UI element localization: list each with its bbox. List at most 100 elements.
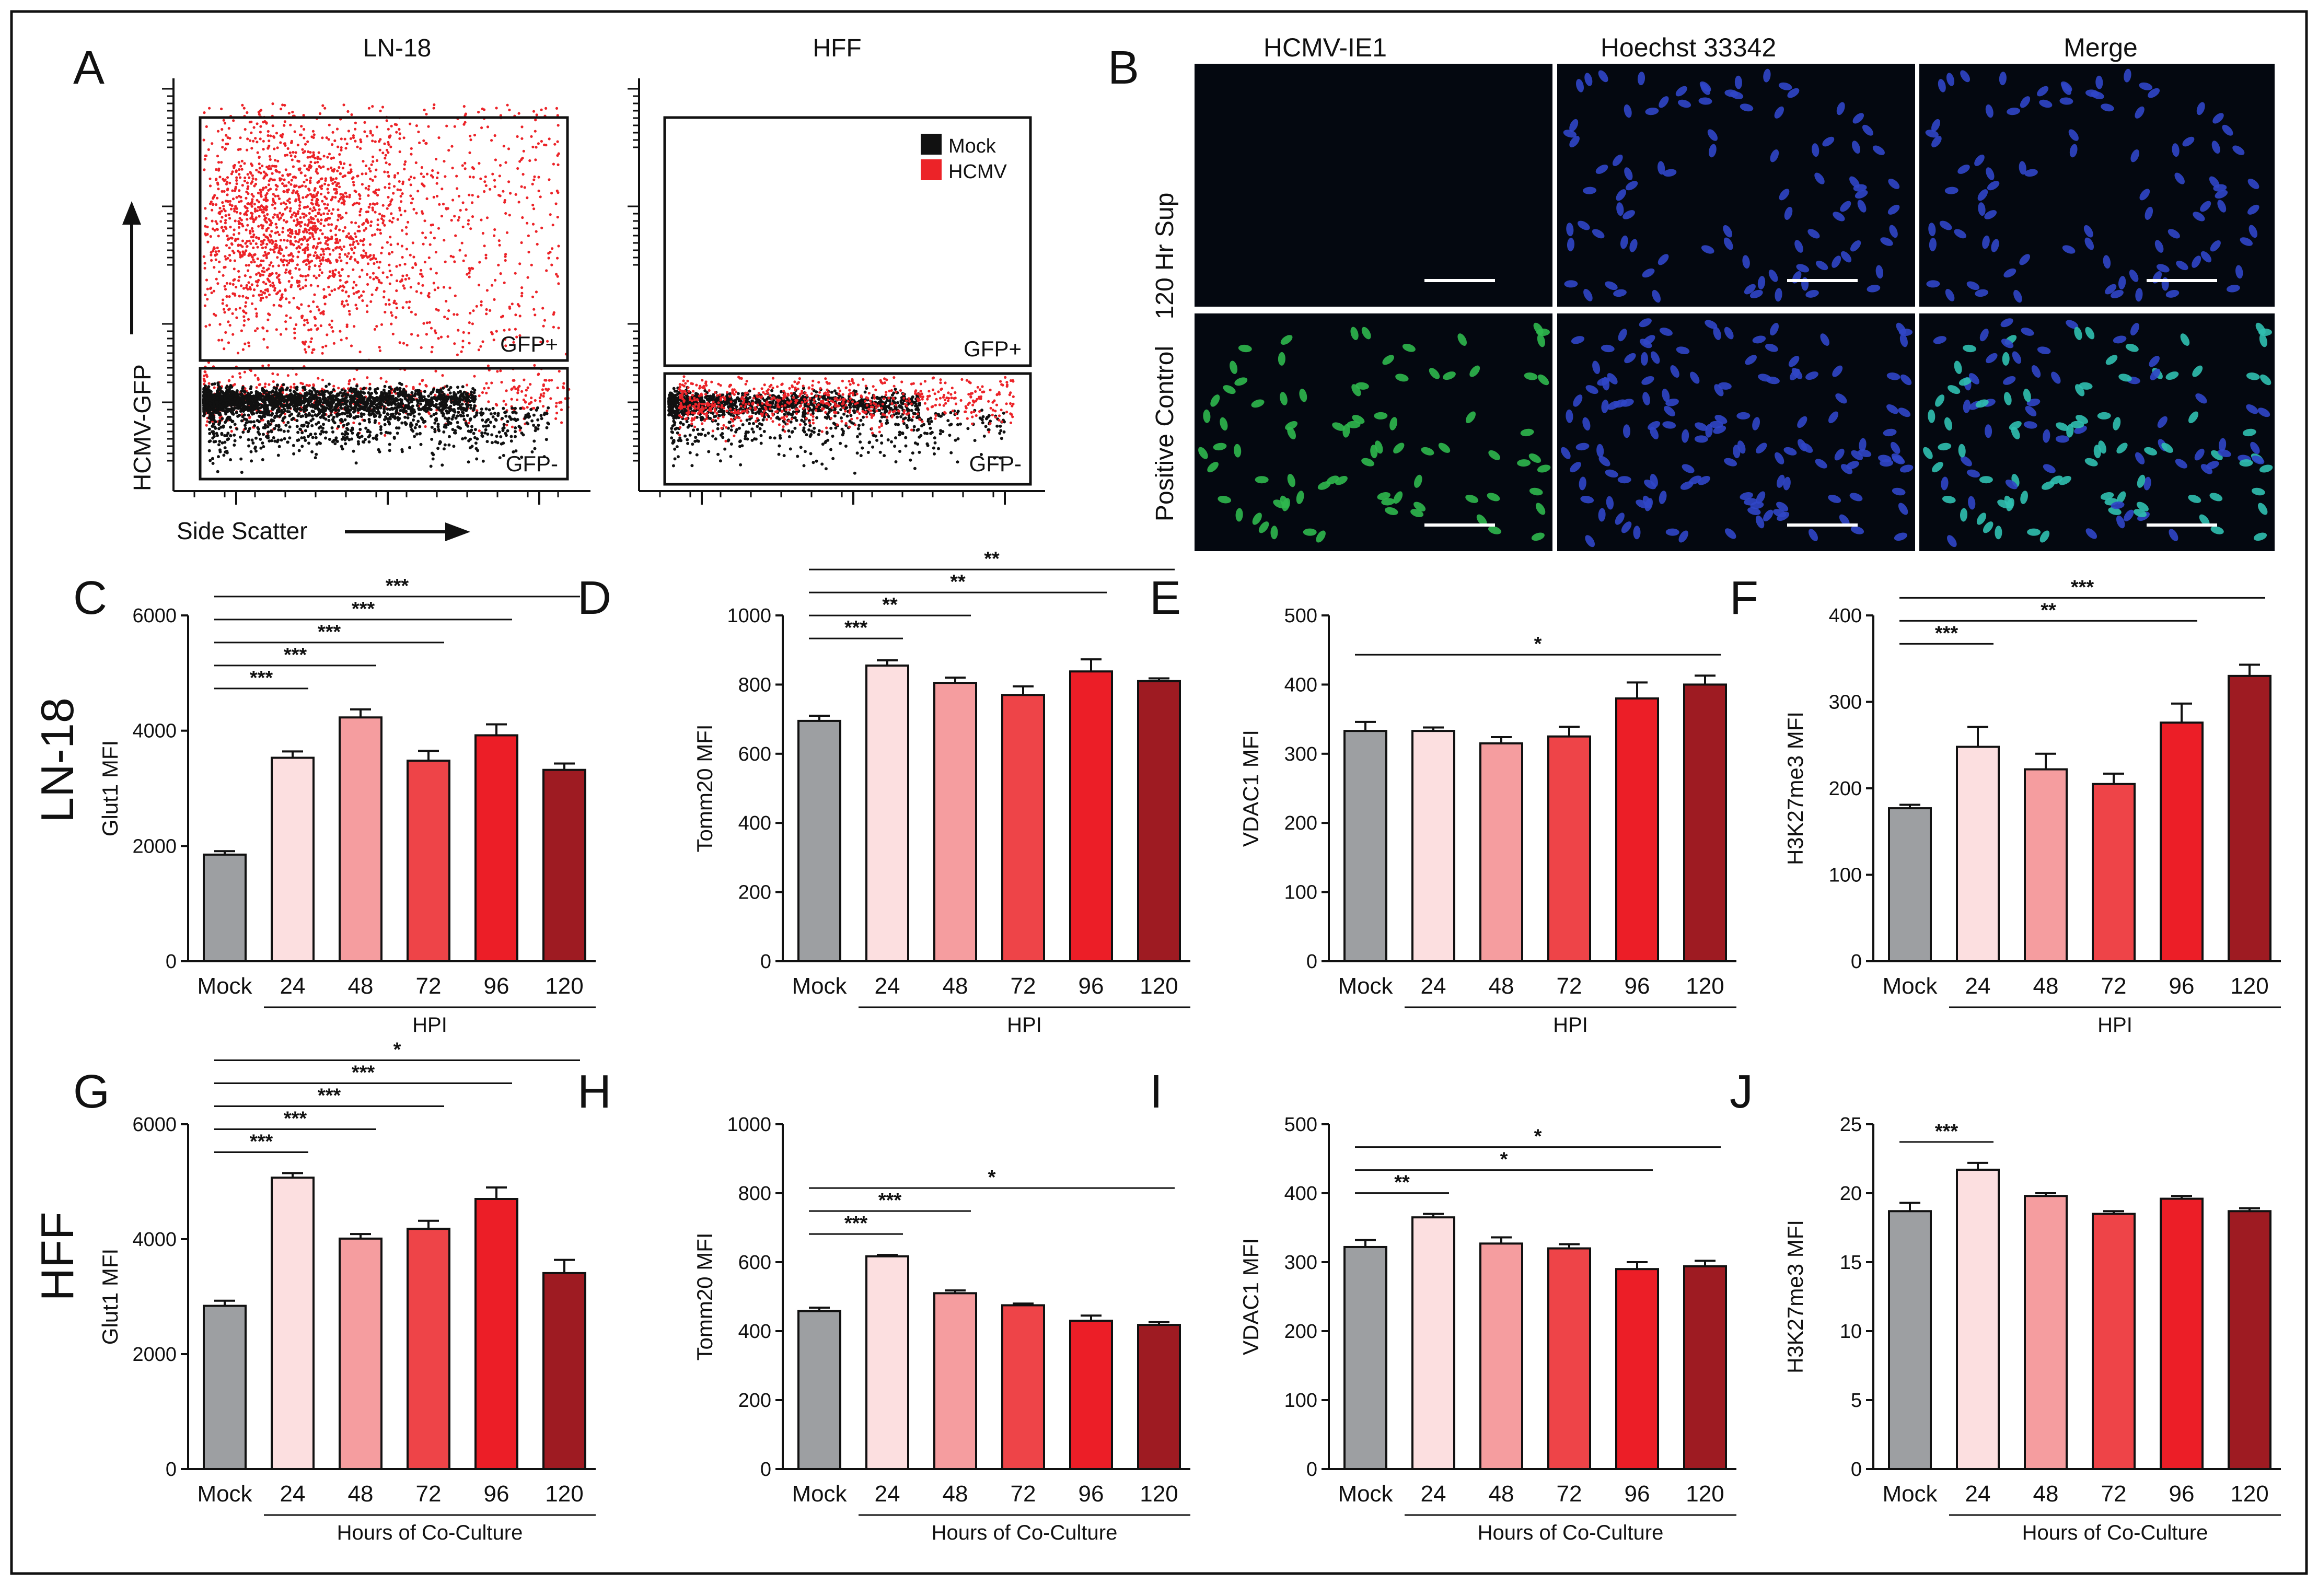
flow-event-dot: [349, 171, 352, 174]
flow-event-dot: [400, 448, 404, 451]
flow-event-dot: [312, 237, 316, 241]
flow-event-dot: [282, 263, 285, 266]
flow-event-dot: [362, 243, 365, 247]
flow-event-dot: [310, 202, 313, 205]
flow-event-dot: [498, 456, 502, 460]
flow-event-dot: [553, 143, 557, 146]
flow-event-dot: [378, 148, 381, 152]
flow-event-dot: [259, 193, 262, 196]
flow-event-dot: [258, 113, 261, 116]
flow-event-dot: [240, 284, 243, 287]
flow-event-dot: [411, 266, 414, 269]
flow-event-dot: [226, 189, 229, 192]
flow-event-dot: [277, 273, 281, 276]
flow-event-dot: [208, 323, 211, 327]
flow-event-dot: [333, 139, 337, 142]
flow-event-dot: [479, 177, 482, 180]
flow-event-dot: [317, 426, 321, 430]
flow-event-dot: [303, 319, 306, 322]
flow-event-dot: [367, 417, 371, 421]
flow-event-dot: [303, 404, 307, 408]
flow-event-dot: [287, 112, 291, 115]
flow-event-dot: [409, 176, 413, 179]
flow-event-dot: [258, 294, 261, 297]
flow-event-dot: [292, 165, 295, 168]
flow-event-dot: [383, 170, 386, 173]
flow-event-dot: [456, 386, 459, 389]
flow-event-dot: [327, 391, 331, 395]
flow-event-dot: [310, 414, 314, 418]
flow-event-dot: [479, 345, 482, 348]
flow-event-dot: [338, 253, 342, 256]
flow-event-dot: [408, 446, 411, 449]
flow-event-dot: [305, 178, 308, 181]
flow-event-dot: [316, 160, 319, 164]
flow-event-dot: [236, 352, 240, 355]
flow-event-dot: [267, 189, 270, 192]
flow-event-dot: [493, 228, 496, 231]
flow-event-dot: [228, 203, 231, 206]
flow-event-dot: [534, 429, 537, 433]
flow-event-dot: [282, 383, 285, 387]
flow-event-dot: [365, 254, 368, 257]
flow-event-dot: [296, 430, 300, 434]
flow-event-dot: [292, 452, 296, 456]
flow-event-dot: [314, 161, 317, 165]
flow-event-dot: [272, 240, 275, 243]
flow-event-dot: [422, 322, 425, 325]
flow-event-dot: [461, 406, 464, 410]
flow-event-dot: [225, 182, 228, 185]
flow-event-dot: [269, 188, 272, 191]
flow-event-dot: [425, 385, 428, 388]
flow-event-dot: [340, 146, 343, 149]
flow-event-dot: [526, 222, 529, 225]
flow-event-dot: [367, 391, 370, 394]
flow-event-dot: [235, 179, 238, 182]
flow-event-dot: [212, 312, 216, 316]
flow-event-dot: [349, 413, 352, 417]
flow-event-dot: [343, 226, 347, 229]
flow-event-dot: [385, 119, 388, 122]
flow-event-dot: [282, 201, 285, 204]
flow-event-dot: [225, 304, 228, 307]
flow-event-dot: [277, 264, 281, 267]
flow-event-dot: [505, 231, 509, 234]
flow-event-dot: [352, 134, 355, 137]
flow-event-dot: [360, 412, 363, 416]
flow-event-dot: [341, 300, 344, 303]
flow-event-dot: [429, 404, 433, 407]
flow-event-dot: [539, 195, 542, 199]
flow-event-dot: [259, 171, 262, 174]
flow-event-dot: [520, 295, 524, 298]
flow-event-dot: [372, 436, 375, 440]
flow-event-dot: [390, 251, 394, 254]
flow-event-dot: [375, 437, 378, 441]
flow-event-dot: [366, 283, 369, 286]
flow-event-dot: [258, 156, 261, 159]
flow-event-dot: [242, 310, 246, 313]
flow-event-dot: [342, 245, 345, 248]
flow-event-dot: [218, 270, 221, 274]
flow-event-dot: [279, 216, 282, 219]
flow-event-dot: [339, 162, 343, 165]
flow-event-dot: [306, 243, 309, 246]
flow-event-dot: [415, 423, 419, 426]
flow-event-dot: [387, 403, 390, 406]
flow-event-dot: [307, 188, 310, 191]
flow-event-dot: [358, 428, 362, 431]
flow-event-dot: [257, 278, 260, 282]
flow-event-dot: [237, 279, 240, 282]
flow-event-dot: [252, 406, 256, 410]
flow-event-dot: [304, 275, 307, 278]
flow-event-dot: [400, 382, 403, 386]
flow-event-dot: [331, 208, 335, 211]
flow-event-dot: [233, 433, 236, 437]
flow-event-dot: [496, 370, 499, 373]
flow-event-dot: [564, 397, 567, 400]
flow-event-dot: [390, 391, 393, 394]
flow-event-dot: [250, 205, 253, 208]
flow-event-dot: [371, 179, 374, 182]
flow-event-dot: [550, 379, 553, 382]
flow-event-dot: [227, 379, 230, 382]
flow-event-dot: [396, 242, 400, 246]
